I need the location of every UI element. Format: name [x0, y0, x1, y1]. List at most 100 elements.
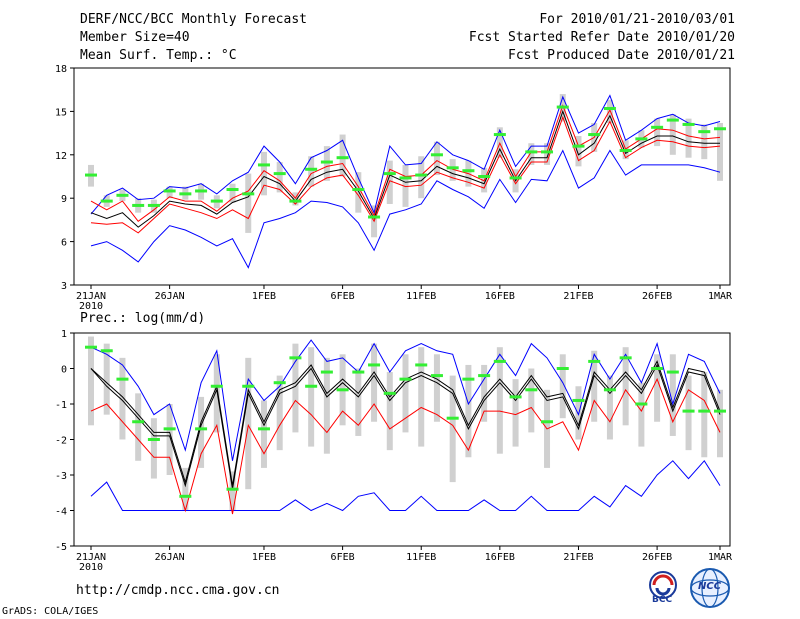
temp-spread-bar [717, 122, 723, 181]
prec-spread-bar [213, 354, 220, 433]
prec-spread-bar [292, 343, 299, 433]
temp-x-tick-label: 1FEB [252, 291, 276, 302]
temp-spread-bar [418, 156, 425, 199]
prec-x-tick-label: 26JAN [155, 552, 185, 563]
prec-spread-bar [323, 357, 330, 454]
temp-observed-marker [651, 125, 664, 129]
ncc-logo-text: NCC [698, 581, 722, 592]
prec-observed-marker [242, 384, 255, 388]
prec-y-tick-label: 1 [61, 329, 67, 340]
prec-spread-bar [654, 354, 661, 422]
prec-x-tick-label: 21JAN [76, 552, 106, 563]
bcc-logo-text: BCC [652, 595, 673, 605]
temp-observed-marker [305, 167, 318, 171]
temp-observed-marker [588, 133, 601, 137]
prec-line-max [90, 339, 721, 461]
temp-observed-marker [525, 150, 538, 154]
temp-observed-marker [666, 118, 679, 122]
prec-observed-marker [85, 345, 97, 349]
temp-x-tick-label: 16FEB [485, 291, 515, 302]
prec-observed-marker [100, 349, 113, 353]
prec-observed-marker [525, 388, 538, 392]
temp-observed-marker [572, 144, 585, 148]
temp-observed-marker [682, 122, 695, 126]
temp-observed-marker [603, 107, 616, 111]
temp-x-year-label: 2010 [79, 301, 103, 312]
temp-observed-marker [446, 166, 459, 170]
temp-observed-marker [320, 160, 333, 164]
temp-x-tick-label: 26FEB [642, 291, 672, 302]
temp-line-ensemble-mean [90, 109, 720, 228]
ncc-logo: NCC [688, 566, 732, 610]
temp-observed-marker [195, 189, 208, 193]
prec-observed-marker [305, 384, 318, 388]
prec-spread-bar [119, 357, 126, 440]
prec-observed-marker [619, 356, 632, 360]
temp-spread-bar [449, 159, 456, 181]
prec-spread-bar [386, 372, 393, 451]
temp-observed-marker [257, 163, 270, 167]
prec-line-lower [90, 377, 721, 515]
temp-y-tick-label: 3 [61, 281, 67, 292]
temp-spread-bar [528, 143, 535, 165]
temp-observed-marker [714, 127, 726, 131]
prec-y-tick-label: -3 [55, 471, 67, 482]
prec-spread-bar [528, 368, 535, 433]
grads-credit: GrADS: COLA/IGES [2, 606, 99, 617]
temp-observed-marker [179, 192, 192, 196]
started-refer-date-label: Fcst Started Refer Date 2010/01/20 [468, 30, 735, 45]
prec-line-ensemble-mean [90, 363, 721, 490]
chart-title: DERF/NCC/BCC Monthly Forecast [80, 12, 307, 27]
prec-spread-bar [371, 343, 378, 422]
prec-observed-marker [415, 363, 428, 367]
prec-spread-bar [260, 400, 267, 468]
prec-spread-bar [229, 471, 236, 511]
prec-x-tick-label: 16FEB [485, 552, 515, 563]
prec-spread-bar [622, 347, 629, 426]
prec-spread-bar [606, 375, 613, 440]
prec-observed-marker [195, 427, 208, 431]
prec-spread-bar [166, 404, 173, 475]
prec-spread-bar [355, 368, 362, 436]
prec-x-tick-label: 11FEB [406, 552, 436, 563]
temp-line-max [90, 94, 721, 215]
prec-variable-label: Prec.: log(mm/d) [80, 311, 206, 326]
prec-spread-bar [717, 389, 723, 458]
temp-observed-marker [541, 150, 554, 154]
temp-observed-marker [163, 189, 176, 193]
temp-y-tick-label: 6 [61, 238, 67, 249]
prec-y-tick-label: -4 [55, 507, 67, 518]
temp-spread-bar [386, 160, 393, 204]
prec-spread-bar [245, 357, 252, 490]
temp-observed-marker [132, 203, 145, 207]
bcc-logo: BCC [640, 568, 686, 608]
prec-spread-bar [88, 336, 94, 426]
temp-spread-bar [433, 141, 440, 176]
prec-observed-marker [666, 370, 679, 374]
forecast-period-label: For 2010/01/21-2010/03/01 [539, 12, 735, 27]
temp-observed-marker [478, 175, 491, 178]
temp-spread-bar [701, 124, 708, 160]
source-url[interactable]: http://cmdp.ncc.cma.gov.cn [76, 583, 280, 598]
temp-spread-bar [276, 162, 283, 193]
prec-observed-marker [682, 409, 695, 413]
prec-observed-marker [478, 374, 491, 378]
prec-y-tick-label: -1 [55, 400, 67, 411]
temp-x-tick-label: 26JAN [155, 291, 185, 302]
bcc-logo-icon [649, 571, 677, 599]
prec-observed-marker [635, 402, 648, 406]
temp-observed-marker [556, 105, 569, 109]
temp-observed-marker [289, 199, 302, 203]
temp-observed-marker [100, 199, 113, 203]
temp-spread-bar [260, 151, 267, 196]
temp-line-lower [90, 115, 721, 234]
prec-spread-bar [418, 347, 425, 447]
prec-observed-marker [714, 409, 726, 413]
prec-observed-marker [430, 374, 443, 378]
prec-x-tick-label: 1FEB [252, 552, 276, 563]
temp-plot-frame [73, 67, 731, 286]
temp-observed-marker [430, 153, 443, 157]
prec-spread-bar [559, 354, 566, 419]
temp-spread-bar [402, 164, 409, 207]
prec-observed-marker [446, 416, 459, 420]
